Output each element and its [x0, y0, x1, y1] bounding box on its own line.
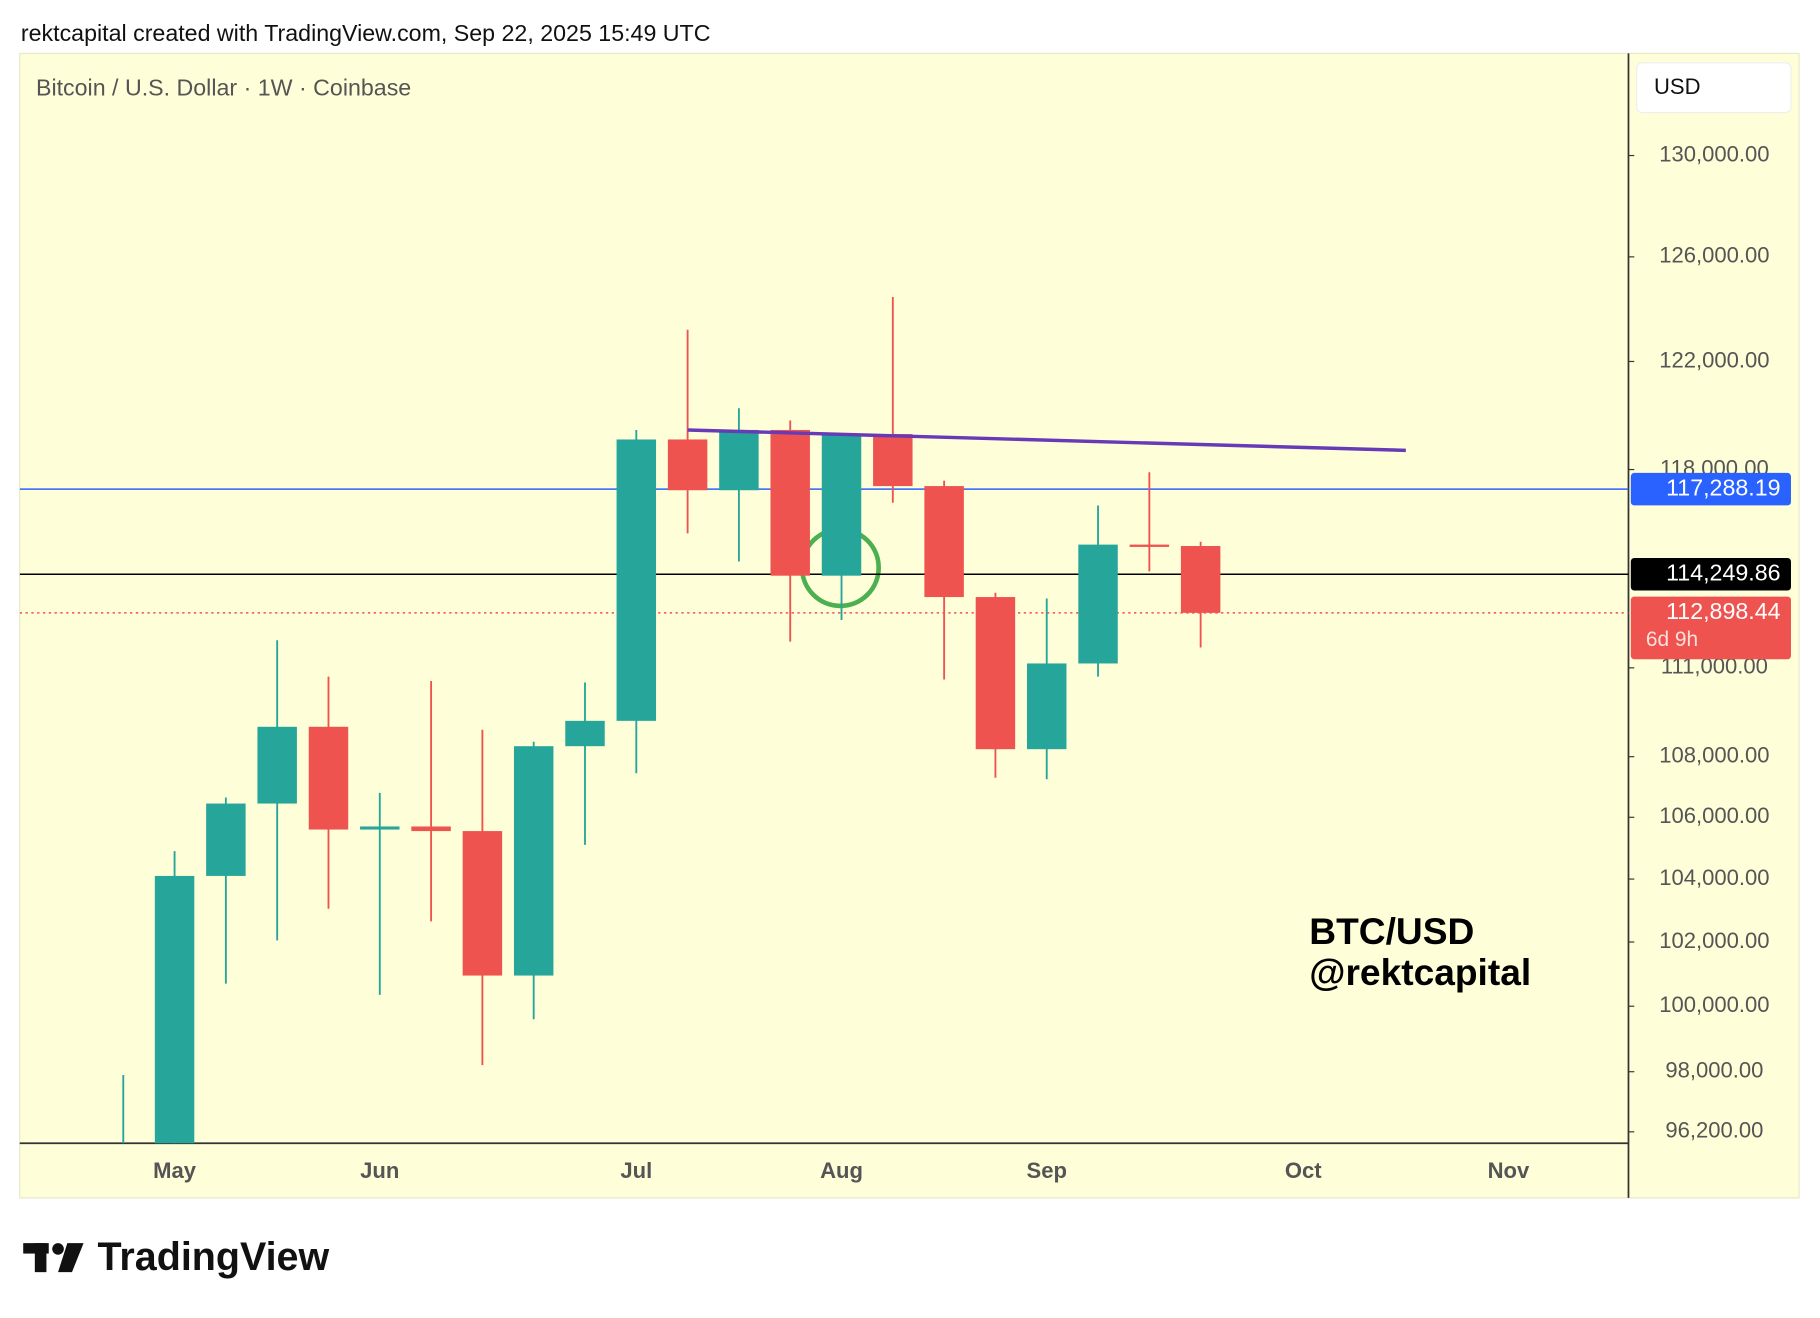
- candle-body: [462, 831, 503, 976]
- currency-box: [1636, 62, 1792, 114]
- chart-title: Bitcoin / U.S. Dollar · 1W · Coinbase: [36, 75, 411, 101]
- price-label: 112,898.44: [1666, 598, 1781, 624]
- currency-label: USD: [1654, 74, 1701, 99]
- logo-text: TradingView: [98, 1235, 330, 1279]
- header-text: rektcapital created with TradingView.com…: [21, 20, 711, 46]
- y-tick-label: 130,000.00: [1659, 141, 1769, 166]
- plot-area: [19, 296, 1629, 1144]
- candle-body: [1078, 544, 1118, 664]
- x-tick-label: May: [153, 1158, 197, 1183]
- candle-body: [770, 429, 810, 576]
- candle-body: [924, 486, 964, 598]
- candle-body: [513, 746, 554, 976]
- logo-shape: [58, 1243, 84, 1273]
- logo-shape: [34, 1243, 47, 1273]
- candle-body: [1027, 663, 1067, 750]
- x-tick-label: Aug: [820, 1158, 863, 1183]
- watermark: @rektcapital: [1309, 951, 1531, 993]
- price-label: 114,249.86: [1666, 559, 1780, 585]
- price-label-box: [1630, 472, 1791, 506]
- x-tick-label: Jun: [360, 1158, 399, 1183]
- price-label: 117,288.19: [1666, 474, 1780, 500]
- trendline: [687, 428, 1406, 453]
- candle-body: [667, 439, 708, 491]
- logo-shape: [52, 1243, 64, 1255]
- x-tick-label: Jul: [620, 1158, 652, 1183]
- candle-body: [206, 803, 246, 876]
- watermark: BTC/USD: [1309, 910, 1474, 952]
- tradingview-logo: TradingView: [23, 1235, 329, 1279]
- candle-body: [565, 720, 605, 747]
- y-tick-label: 108,000.00: [1659, 743, 1769, 768]
- candle-body: [154, 875, 195, 1144]
- price-label-box: [1630, 558, 1791, 591]
- y-tick-label: 98,000.00: [1665, 1058, 1763, 1083]
- y-tick-label: 104,000.00: [1659, 865, 1769, 890]
- candle-body: [873, 434, 913, 487]
- candle-body: [257, 726, 297, 804]
- y-tick-label: 96,200.00: [1665, 1118, 1763, 1143]
- overlay: 96,200.00 98,000.00 100,000.00 102,000.00 10…: [153, 141, 1791, 1183]
- candle-body: [411, 826, 451, 832]
- candle-body: [1180, 546, 1221, 613]
- price-label-box: [1630, 596, 1791, 660]
- x-tick-label: Sep: [1027, 1158, 1067, 1183]
- chart-background: [19, 52, 1800, 1199]
- y-tick-label: 126,000.00: [1659, 243, 1769, 268]
- y-tick-label: 122,000.00: [1659, 347, 1769, 372]
- candle-body: [821, 434, 862, 576]
- candle-body: [975, 597, 1016, 750]
- countdown: 6d 9h: [1646, 628, 1698, 651]
- candle-body: [360, 826, 400, 830]
- candle-body: [616, 439, 657, 721]
- x-tick-label: Oct: [1285, 1158, 1322, 1183]
- candle-body: [1129, 544, 1170, 547]
- y-tick-label: 102,000.00: [1659, 928, 1769, 953]
- candle-body: [308, 726, 349, 830]
- x-tick-label: Nov: [1488, 1158, 1530, 1183]
- y-tick-label: 106,000.00: [1659, 803, 1769, 828]
- y-tick-label: 100,000.00: [1659, 992, 1769, 1017]
- candle-body: [719, 429, 759, 491]
